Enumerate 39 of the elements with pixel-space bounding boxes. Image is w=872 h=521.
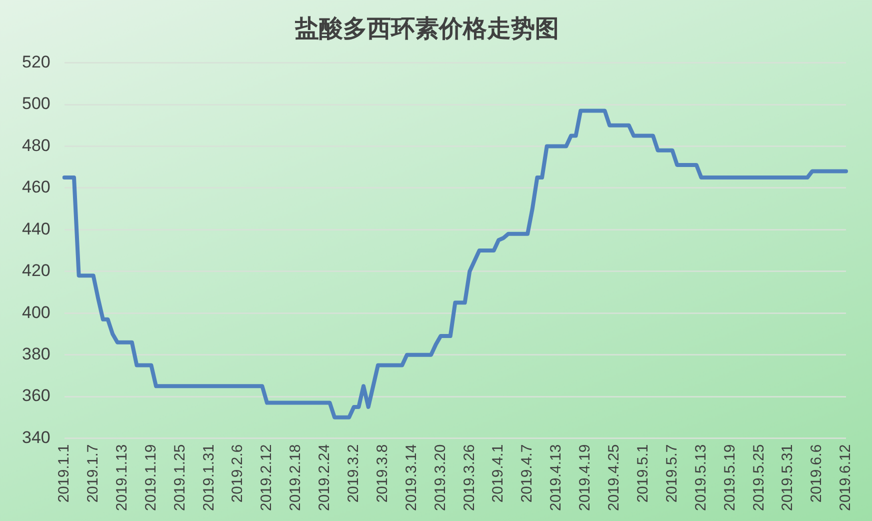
- x-tick-label: 2019.4.13: [548, 444, 565, 512]
- x-tick-label: 2019.5.31: [779, 444, 796, 512]
- x-tick-label: 2019.3.20: [432, 444, 449, 512]
- x-tick-label: 2019.5.13: [692, 444, 710, 512]
- x-tick-label: 2019.4.25: [606, 444, 623, 512]
- x-tick-label: 2019.1.1: [56, 444, 73, 503]
- x-tick-label: 2019.3.26: [460, 444, 478, 512]
- y-tick-label: 360: [22, 386, 50, 406]
- x-tick-label: 2019.4.19: [576, 444, 594, 512]
- x-tick-label: 2019.5.1: [634, 444, 652, 503]
- y-tick-label: 340: [22, 428, 50, 447]
- x-tick-label: 2019.6.12: [837, 444, 854, 512]
- y-tick-label: 520: [22, 52, 50, 72]
- x-tick-label: 2019.1.19: [142, 444, 160, 512]
- x-tick-label: 2019.1.25: [171, 444, 188, 512]
- x-tick-label: 2019.1.7: [84, 444, 102, 503]
- x-tick-label: 2019.4.1: [490, 444, 507, 503]
- x-tick-label: 2019.3.2: [345, 444, 362, 503]
- x-tick-label: 2019.6.6: [808, 444, 826, 503]
- y-tick-label: 380: [22, 344, 50, 364]
- x-tick-label: 2019.2.6: [229, 444, 246, 503]
- y-tick-label: 440: [22, 219, 50, 238]
- x-tick-label: 2019.5.19: [721, 444, 738, 512]
- chart-title: 盐酸多西环素价格走势图: [294, 14, 559, 43]
- x-tick-label: 2019.5.7: [663, 444, 680, 503]
- x-tick-label: 2019.2.24: [316, 444, 334, 512]
- x-tick-label: 2019.4.7: [518, 444, 536, 503]
- x-tick-label: 2019.1.13: [113, 444, 130, 512]
- x-tick-label: 2019.3.8: [374, 444, 391, 503]
- x-tick-label: 2019.5.25: [750, 444, 768, 512]
- x-tick-label: 2019.3.14: [402, 444, 420, 512]
- y-tick-label: 500: [22, 94, 50, 114]
- y-tick-label: 400: [22, 302, 50, 322]
- y-tick-label: 460: [22, 178, 50, 197]
- x-tick-label: 2019.1.31: [200, 444, 218, 512]
- y-tick-label: 480: [22, 136, 50, 155]
- x-tick-label: 2019.2.12: [258, 444, 276, 512]
- y-tick-label: 420: [22, 261, 50, 280]
- x-tick-label: 2019.2.18: [287, 444, 304, 512]
